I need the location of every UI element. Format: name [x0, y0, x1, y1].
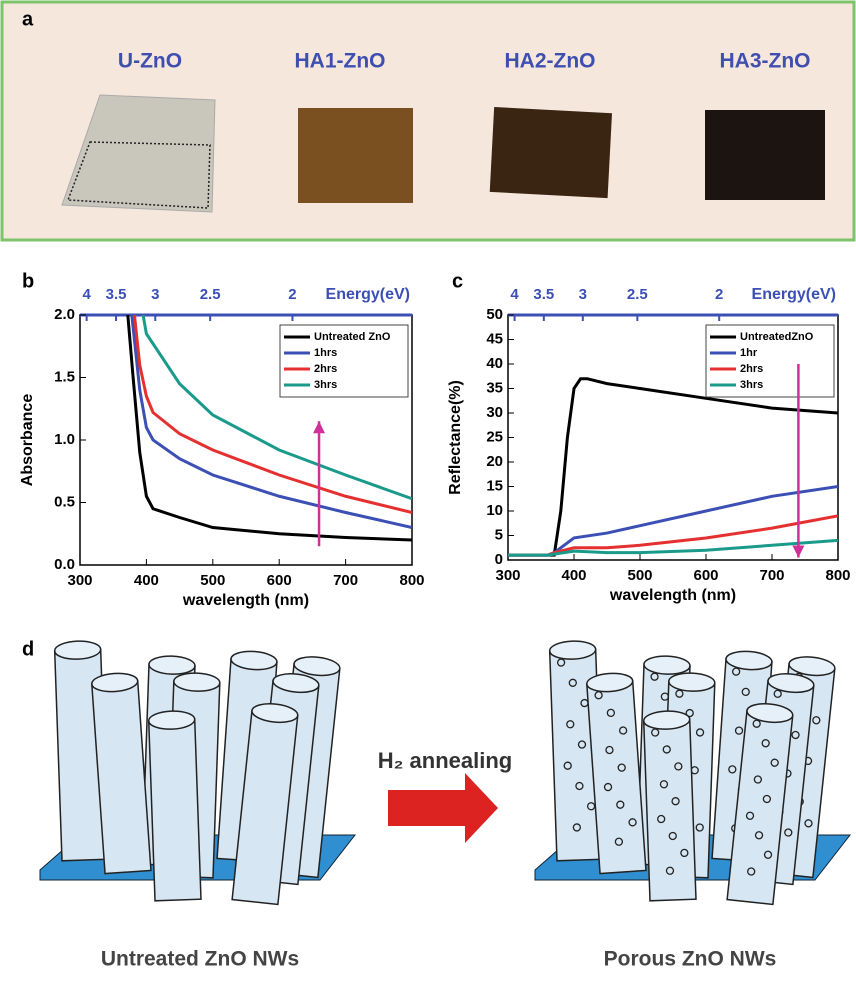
y-tick-label: 45	[486, 330, 503, 347]
legend-label: UntreatedZnO	[740, 331, 814, 343]
sample-label: HA3-ZnO	[720, 50, 811, 73]
x2-tick-label: 3.5	[106, 286, 127, 303]
legend-label: 2hrs	[740, 363, 763, 375]
sample-label: HA1-ZnO	[295, 50, 386, 73]
x2-tick-label: 3	[579, 286, 587, 303]
x-tick-label: 800	[825, 567, 850, 584]
x-tick-label: 800	[399, 572, 424, 589]
legend-label: Untreated ZnO	[314, 331, 391, 343]
legend-label: 3hrs	[740, 379, 763, 391]
x-axis-label: wavelength (nm)	[182, 592, 309, 609]
y-tick-label: 30	[486, 404, 503, 421]
y-tick-label: 10	[486, 502, 503, 519]
x2-axis-label: Energy(eV)	[326, 286, 410, 303]
x-tick-label: 400	[561, 567, 586, 584]
x2-tick-label: 3	[151, 286, 159, 303]
trend-arrow-head	[792, 546, 804, 558]
y-tick-label: 0.0	[54, 556, 75, 573]
x2-tick-label: 2	[288, 286, 296, 303]
x2-tick-label: 2	[715, 286, 723, 303]
y-tick-label: 2.0	[54, 306, 75, 323]
photo-ha2	[490, 107, 612, 198]
y-tick-label: 20	[486, 453, 503, 470]
x-tick-label: 600	[267, 572, 292, 589]
y-tick-label: 40	[486, 355, 503, 372]
y-tick-label: 5	[495, 526, 503, 543]
y-axis-label: Absorbance	[19, 394, 36, 487]
legend-label: 1hrs	[314, 347, 337, 359]
process-arrow	[388, 773, 498, 843]
x-tick-label: 600	[693, 567, 718, 584]
x-tick-label: 700	[333, 572, 358, 589]
nanowire-body	[644, 719, 696, 900]
x2-tick-label: 2.5	[627, 286, 648, 303]
sample-label: HA2-ZnO	[505, 50, 596, 73]
sample-label: U-ZnO	[118, 50, 182, 73]
y-tick-label: 25	[486, 428, 503, 445]
panel-letter: d	[22, 638, 34, 660]
panel-letter: b	[22, 270, 34, 292]
y-tick-label: 0	[495, 551, 503, 568]
figure: a b c d H₂ annealing Untreated ZnO NWs P…	[0, 0, 856, 982]
nanowire-body	[149, 719, 201, 900]
x-tick-label: 300	[67, 572, 92, 589]
caption: Untreated ZnO NWs	[101, 948, 299, 971]
y-tick-label: 1.0	[54, 431, 75, 448]
y-tick-label: 15	[486, 477, 503, 494]
y-tick-label: 35	[486, 379, 503, 396]
photo-ha1	[298, 108, 413, 203]
x-axis-label: wavelength (nm)	[609, 587, 736, 604]
x-tick-label: 500	[200, 572, 225, 589]
nanowire	[148, 710, 201, 900]
nanowire	[643, 710, 696, 900]
panel-letter: a	[22, 8, 34, 30]
panel-letter: c	[452, 270, 463, 292]
legend-label: 2hrs	[314, 363, 337, 375]
y-axis-label: Reflectance(%)	[447, 380, 464, 495]
series-line	[508, 379, 838, 555]
x-tick-label: 400	[134, 572, 159, 589]
x2-tick-label: 2.5	[200, 286, 221, 303]
caption: Porous ZnO NWs	[604, 948, 777, 971]
legend-label: 1hr	[740, 347, 758, 359]
x2-tick-label: 4	[82, 286, 91, 303]
x2-tick-label: 3.5	[533, 286, 554, 303]
trend-arrow-head	[313, 421, 325, 433]
x2-tick-label: 4	[510, 286, 519, 303]
x-tick-label: 700	[759, 567, 784, 584]
x-tick-label: 500	[627, 567, 652, 584]
legend-label: 3hrs	[314, 379, 337, 391]
y-tick-label: 0.5	[54, 493, 75, 510]
y-tick-label: 1.5	[54, 368, 75, 385]
x-tick-label: 300	[495, 567, 520, 584]
y-tick-label: 50	[486, 306, 503, 323]
photo-ha3	[705, 110, 825, 200]
process-label: H₂ annealing	[378, 748, 512, 773]
x2-axis-label: Energy(eV)	[752, 286, 836, 303]
